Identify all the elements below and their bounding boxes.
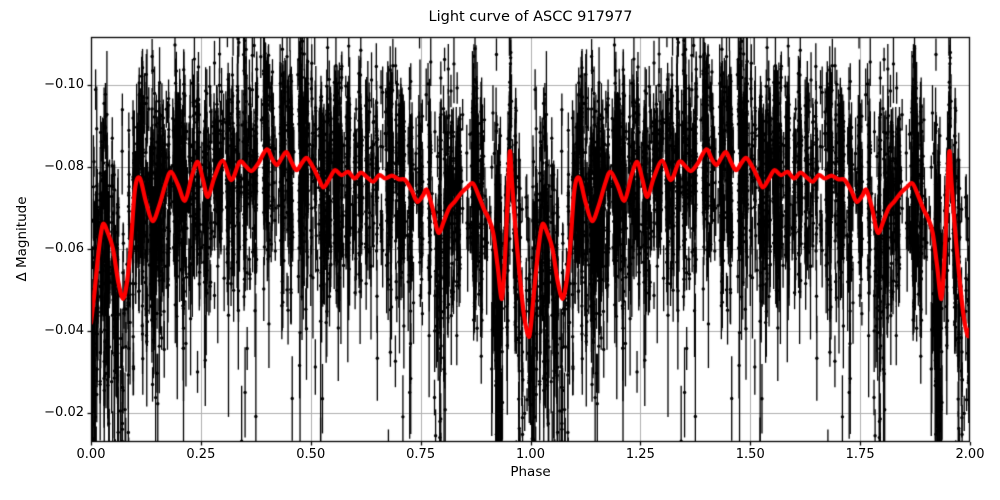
x-tick-label: 0.25	[186, 447, 216, 462]
x-tick-label: 0.00	[76, 447, 106, 462]
y-axis-label: Δ Magnitude	[14, 196, 30, 282]
x-tick-label: 1.25	[625, 447, 655, 462]
y-tick-label: −0.02	[44, 404, 84, 420]
y-tick-label: −0.06	[44, 240, 84, 256]
y-tick-label: −0.04	[44, 322, 84, 338]
y-tick-label: −0.10	[44, 76, 84, 92]
y-tick-label: −0.08	[44, 158, 84, 174]
x-tick-label: 1.50	[735, 447, 765, 462]
x-tick-label: 2.00	[955, 447, 985, 462]
x-tick-label: 0.75	[406, 447, 436, 462]
x-tick-label: 1.75	[845, 447, 875, 462]
chart-title: Light curve of ASCC 917977	[428, 9, 633, 25]
x-axis-label: Phase	[510, 464, 551, 480]
x-tick-label: 0.50	[296, 447, 326, 462]
x-tick-label: 1.00	[516, 447, 545, 462]
